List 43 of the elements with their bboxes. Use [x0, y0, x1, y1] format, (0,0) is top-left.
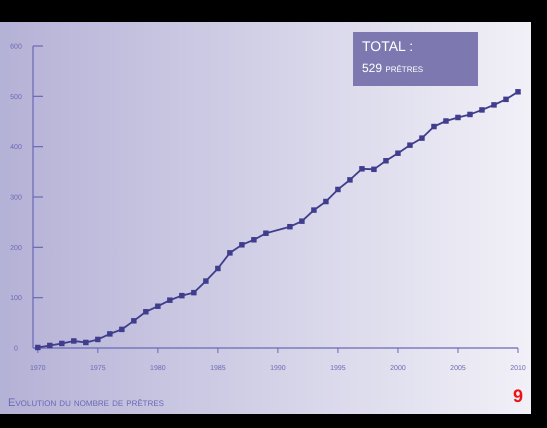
point	[119, 326, 125, 332]
point	[143, 309, 149, 314]
text: 9	[512, 386, 523, 406]
point	[191, 290, 197, 296]
point	[443, 118, 449, 124]
point	[251, 237, 257, 243]
point	[419, 135, 425, 141]
point	[179, 292, 185, 298]
point	[455, 114, 461, 120]
point	[479, 107, 485, 113]
point	[47, 342, 53, 348]
annotation: 529 prêtres	[362, 61, 424, 75]
point	[167, 297, 173, 303]
point	[263, 230, 269, 236]
point	[155, 303, 161, 309]
point	[323, 198, 329, 204]
point	[107, 331, 113, 337]
point	[491, 102, 497, 108]
point	[503, 96, 509, 102]
point	[299, 218, 305, 224]
point	[359, 166, 365, 172]
point	[395, 150, 401, 156]
point	[287, 224, 293, 230]
point	[467, 112, 473, 118]
point	[239, 242, 245, 248]
point	[95, 336, 101, 342]
point	[431, 124, 437, 130]
point	[515, 89, 521, 95]
point	[83, 340, 89, 346]
point	[407, 142, 413, 148]
point	[371, 166, 377, 172]
point	[347, 177, 353, 183]
point	[215, 266, 221, 272]
point	[311, 207, 317, 213]
point	[227, 250, 233, 256]
text: Evolution du nombre de prêtres	[8, 397, 164, 409]
point	[203, 278, 209, 284]
annotation: TOTAL :	[362, 38, 414, 54]
point	[131, 318, 137, 324]
point	[383, 158, 389, 164]
point	[59, 340, 65, 346]
point	[335, 186, 341, 192]
point	[71, 338, 77, 344]
